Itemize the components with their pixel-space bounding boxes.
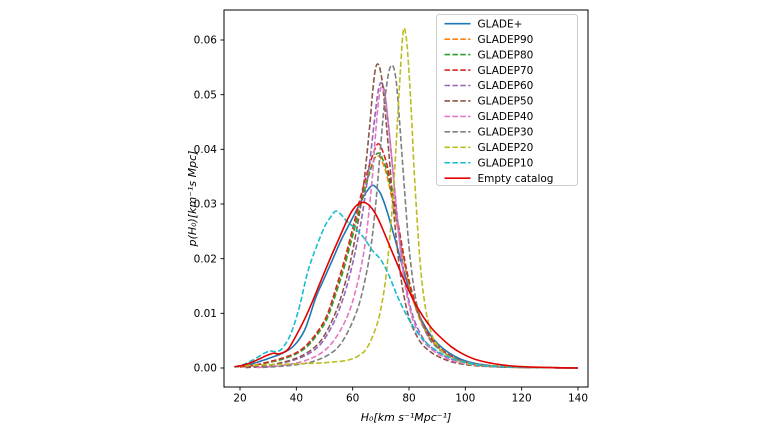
series-line-gladep50 bbox=[245, 63, 579, 369]
series-line-gladep70 bbox=[239, 142, 579, 369]
x-axis: 20 40 60 80 100 120 140 bbox=[233, 387, 588, 405]
series-line-empty-catalog bbox=[234, 201, 579, 369]
legend-label: GLADEP30 bbox=[478, 127, 534, 139]
legend-label: Empty catalog bbox=[478, 173, 554, 185]
x-tick-label: 80 bbox=[402, 393, 415, 405]
legend-entry: GLADEP90 bbox=[444, 34, 534, 46]
legend-entry: GLADE+ bbox=[444, 18, 523, 30]
legend-label: GLADEP90 bbox=[478, 34, 534, 46]
x-tick-label: 140 bbox=[568, 393, 588, 405]
legend-label: GLADEP70 bbox=[478, 65, 534, 77]
x-tick-label: 60 bbox=[346, 393, 359, 405]
legend-box bbox=[436, 14, 578, 186]
y-tick-label: 0.03 bbox=[194, 199, 217, 211]
legend-entry: GLADEP80 bbox=[444, 49, 534, 61]
y-tick-label: 0.01 bbox=[194, 308, 217, 320]
x-tick-label: 120 bbox=[512, 393, 532, 405]
y-tick-label: 0.06 bbox=[194, 35, 218, 47]
x-axis-label: H₀[km s⁻¹Mpc⁻¹] bbox=[361, 411, 452, 424]
series-line-gladep40 bbox=[256, 86, 579, 369]
y-tick-label: 0.02 bbox=[194, 253, 217, 265]
legend-entry: GLADEP60 bbox=[444, 80, 534, 92]
y-tick-label: 0.05 bbox=[194, 89, 217, 101]
legend-label: GLADE+ bbox=[478, 18, 523, 30]
series-lines bbox=[234, 27, 579, 369]
legend-label: GLADEP10 bbox=[478, 157, 534, 169]
legend-entry: GLADEP70 bbox=[444, 65, 534, 77]
legend-label: GLADEP40 bbox=[478, 111, 534, 123]
legend-entry: GLADEP40 bbox=[444, 111, 534, 123]
legend-entry: Empty catalog bbox=[444, 173, 554, 185]
legend-entry: GLADEP10 bbox=[444, 157, 534, 169]
series-line-gladep10 bbox=[234, 210, 579, 369]
y-tick-label: 0.00 bbox=[194, 363, 217, 375]
legend-entry: GLADEP20 bbox=[444, 142, 534, 154]
legend: GLADE+ GLADEP90 GLADEP80 GLADEP70 GLADEP60 GL… bbox=[436, 14, 578, 186]
series-line-gladep30 bbox=[262, 64, 579, 369]
legend-label: GLADEP60 bbox=[478, 80, 534, 92]
legend-label: GLADEP20 bbox=[478, 142, 534, 154]
series-line-glade+ bbox=[237, 184, 579, 369]
y-axis-label: p(H₀)[km⁻¹s Mpc] bbox=[186, 151, 199, 248]
x-tick-label: 20 bbox=[233, 393, 246, 405]
x-tick-label: 100 bbox=[455, 393, 475, 405]
y-axis: 0.00 0.01 0.02 0.03 0.04 0.05 0.06 bbox=[194, 35, 224, 375]
y-tick-label: 0.04 bbox=[194, 144, 218, 156]
x-tick-label: 40 bbox=[290, 393, 303, 405]
legend-entry: GLADEP30 bbox=[444, 127, 534, 139]
legend-label: GLADEP50 bbox=[478, 96, 534, 108]
legend-label: GLADEP80 bbox=[478, 49, 534, 61]
legend-entry: GLADEP50 bbox=[444, 96, 534, 108]
series-line-gladep20 bbox=[237, 27, 579, 369]
